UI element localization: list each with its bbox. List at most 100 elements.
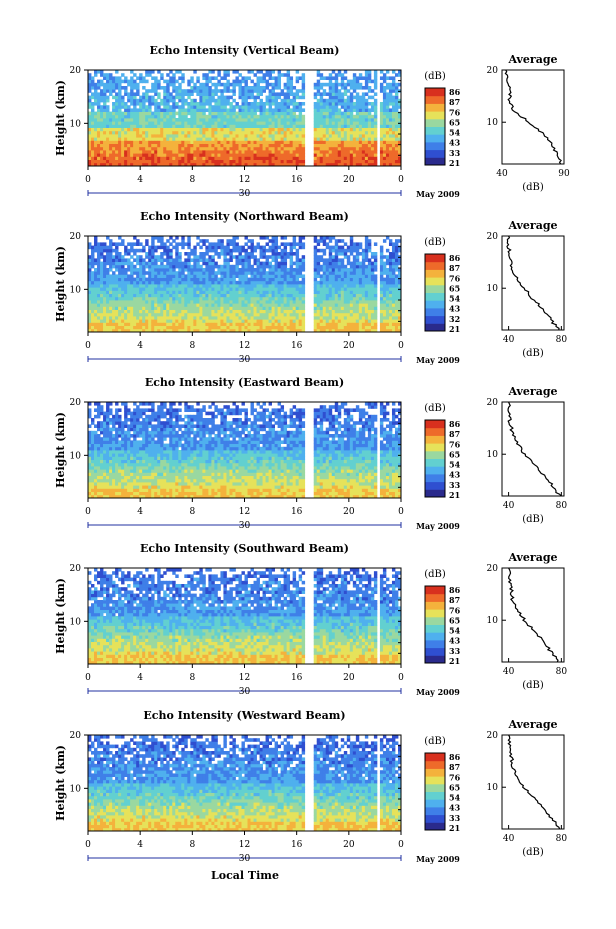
- heatmap-cell: [262, 287, 266, 291]
- heatmap-cell: [244, 258, 248, 262]
- heatmap-cell: [154, 105, 158, 109]
- heatmap-cell: [391, 159, 396, 164]
- heatmap-cell: [172, 245, 176, 250]
- heatmap-cell: [241, 124, 245, 128]
- heatmap-cell: [319, 143, 324, 148]
- heatmap-cell: [283, 268, 288, 272]
- heatmap-cell: [94, 140, 98, 144]
- heatmap-cell: [247, 121, 251, 125]
- heatmap-cell: [259, 121, 263, 125]
- heatmap-cell: [163, 105, 167, 109]
- heatmap-cell: [322, 153, 327, 157]
- heatmap-cell: [277, 300, 282, 304]
- heatmap-cell: [196, 290, 200, 294]
- heatmap-cell: [145, 293, 149, 298]
- heatmap-cell: [94, 274, 98, 278]
- heatmap-cell: [91, 312, 95, 317]
- heatmap-cell: [331, 159, 336, 164]
- heatmap-cell: [259, 70, 263, 74]
- heatmap-cell: [247, 127, 251, 132]
- heatmap-cell: [91, 92, 95, 96]
- heatmap-cell: [328, 76, 333, 80]
- heatmap-cell: [190, 296, 194, 301]
- heatmap-cell: [268, 245, 272, 250]
- heatmap-cell: [169, 280, 173, 285]
- heatmap-cell: [223, 264, 227, 269]
- heatmap-cell: [136, 242, 140, 246]
- heatmap-cell: [202, 76, 206, 80]
- heatmap-cell: [142, 264, 146, 269]
- heatmap-cell: [334, 86, 339, 90]
- heatmap-cell: [337, 264, 342, 269]
- heatmap-cell: [283, 130, 288, 135]
- heatmap-cell: [118, 134, 122, 138]
- heatmap-cell: [256, 264, 260, 269]
- heatmap-cell: [271, 82, 275, 87]
- heatmap-cell: [163, 268, 167, 272]
- heatmap-cell: [223, 76, 227, 80]
- heatmap-cell: [151, 271, 155, 275]
- heatmap-cell: [160, 153, 164, 157]
- heatmap-cell: [319, 239, 324, 243]
- heatmap-cell: [394, 124, 399, 128]
- heatmap-cell: [193, 89, 197, 93]
- heatmap-cell: [103, 153, 107, 157]
- heatmap-cell: [334, 82, 339, 87]
- heatmap-cell: [100, 252, 104, 256]
- heatmap-cell: [106, 284, 110, 288]
- heatmap-cell: [259, 290, 263, 294]
- heatmap-cell: [271, 111, 275, 116]
- heatmap-cell: [163, 252, 167, 256]
- heatmap-cell: [328, 140, 333, 144]
- heatmap-cell: [361, 127, 366, 132]
- heatmap-cell: [208, 130, 212, 135]
- heatmap-cell: [199, 127, 203, 132]
- heatmap-cell: [118, 153, 122, 157]
- heatmap-cell: [136, 322, 140, 326]
- heatmap-cell: [274, 114, 279, 119]
- heatmap-cell: [145, 114, 149, 119]
- heatmap-cell: [190, 258, 194, 262]
- heatmap-cell: [295, 140, 300, 144]
- heatmap-cell: [322, 296, 327, 301]
- heatmap-cell: [313, 261, 318, 266]
- heatmap-cell: [301, 159, 306, 164]
- heatmap-cell: [250, 312, 254, 317]
- heatmap-cell: [385, 156, 390, 160]
- heatmap-cell: [151, 303, 155, 307]
- heatmap-cell: [151, 261, 155, 266]
- heatmap-cell: [94, 325, 98, 330]
- heatmap-cell: [256, 287, 260, 291]
- heatmap-cell: [298, 124, 303, 128]
- heatmap-cell: [88, 325, 92, 330]
- heatmap-cell: [274, 111, 279, 116]
- heatmap-cell: [394, 153, 399, 157]
- heatmap-cell: [118, 271, 122, 275]
- heatmap-cell: [184, 130, 188, 135]
- heatmap-cell: [181, 159, 185, 164]
- heatmap-cell: [103, 95, 107, 100]
- heatmap-cell: [274, 261, 279, 266]
- heatmap-cell: [187, 105, 191, 109]
- heatmap-cell: [352, 127, 357, 132]
- heatmap-cell: [190, 306, 194, 310]
- heatmap-cell: [187, 264, 191, 269]
- heatmap-cell: [328, 261, 333, 266]
- heatmap-cell: [250, 303, 254, 307]
- heatmap-cell: [343, 89, 348, 93]
- heatmap-cell: [169, 153, 173, 157]
- heatmap-cell: [322, 316, 327, 320]
- heatmap-cell: [115, 325, 119, 330]
- heatmap-cell: [232, 277, 236, 282]
- heatmap-cell: [355, 300, 360, 304]
- heatmap-cell: [394, 127, 399, 132]
- heatmap-cell: [193, 325, 197, 330]
- heatmap-cell: [271, 309, 275, 314]
- heatmap-cell: [334, 328, 339, 333]
- heatmap-cell: [238, 322, 242, 326]
- heatmap-cell: [295, 312, 300, 317]
- heatmap-cell: [247, 162, 251, 167]
- heatmap-cell: [163, 89, 167, 93]
- heatmap-cell: [214, 82, 218, 87]
- heatmap-cell: [220, 284, 224, 288]
